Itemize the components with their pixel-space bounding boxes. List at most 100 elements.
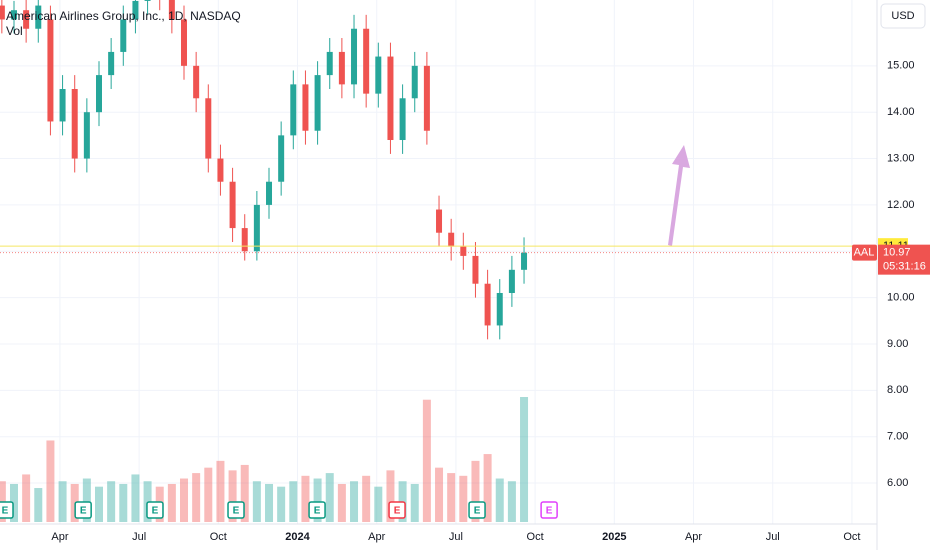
candle-body: [508, 269, 515, 293]
candle-body: [217, 158, 224, 182]
volume-bar: [422, 399, 431, 522]
volume-bar: [94, 486, 103, 522]
volume-bar: [435, 467, 444, 522]
x-tick-label: Apr: [51, 531, 68, 543]
volume-bar: [228, 470, 237, 522]
candle-body: [423, 65, 430, 131]
volume-bar: [410, 483, 419, 522]
volume-bar: [119, 483, 128, 522]
candle-body: [484, 283, 491, 326]
candle-body: [229, 181, 236, 229]
candle-body: [448, 232, 455, 247]
candle-body: [472, 255, 479, 284]
x-tick-label: Jul: [449, 531, 463, 543]
candle-body: [205, 98, 212, 159]
x-tick-label: Oct: [843, 531, 860, 543]
volume-bar: [337, 483, 346, 522]
volume-bar: [277, 486, 286, 522]
candle-body: [363, 28, 370, 94]
volume-bar: [289, 481, 298, 522]
volume-bar: [58, 481, 67, 522]
y-tick-label: 13.00: [887, 152, 915, 164]
volume-label: Vol: [6, 24, 23, 38]
candle-body: [83, 112, 90, 159]
candle-body: [278, 135, 285, 182]
x-tick-label: 2024: [285, 531, 310, 543]
volume-bar: [447, 473, 456, 522]
volume-bar: [22, 474, 31, 522]
candle-body: [436, 209, 443, 233]
volume-bar: [252, 481, 261, 522]
volume-bar: [167, 483, 176, 522]
earnings-label: E: [314, 506, 321, 517]
volume-bar: [240, 464, 249, 522]
x-tick-label: Oct: [210, 531, 227, 543]
candle-body: [351, 28, 358, 85]
x-tick-label: Jul: [132, 531, 146, 543]
volume-bar: [204, 467, 213, 522]
volume-bar: [46, 440, 55, 522]
x-tick-label: Oct: [527, 531, 544, 543]
volume-bar: [216, 460, 225, 522]
volume-bar: [362, 475, 371, 522]
volume-bar: [9, 483, 18, 522]
earnings-label: E: [394, 506, 401, 517]
candle-body: [521, 252, 528, 270]
y-tick-label: 7.00: [887, 431, 908, 443]
x-tick-label: 2025: [602, 531, 626, 543]
y-tick-label: 9.00: [887, 338, 908, 350]
volume-bar: [350, 481, 359, 522]
candle-body: [193, 65, 200, 99]
candle-body: [59, 89, 66, 122]
candle-body: [399, 98, 406, 141]
earnings-label: E: [546, 506, 553, 517]
volume-bar: [131, 474, 140, 522]
earnings-label: E: [80, 506, 87, 517]
volume-bar: [386, 470, 395, 522]
y-tick-label: 6.00: [887, 477, 908, 489]
candle-body: [144, 0, 151, 1]
earnings-marker: [308, 501, 326, 519]
candle-body: [496, 292, 503, 326]
x-tick-label: Jul: [766, 531, 780, 543]
y-tick-label: 10.00: [887, 292, 915, 304]
earnings-label: E: [152, 506, 159, 517]
currency[interactable]: USD: [891, 10, 914, 22]
symbol-label: AAL: [854, 247, 875, 259]
volume-bar: [471, 460, 480, 522]
candle-body: [120, 19, 127, 52]
candle-body: [387, 56, 394, 141]
volume-bar: [520, 397, 529, 522]
candle-body: [253, 204, 260, 252]
earnings-label: E: [2, 506, 9, 517]
volume-bar: [180, 478, 189, 522]
candle-body: [108, 51, 115, 76]
candle-body: [302, 84, 309, 131]
volume-bar: [107, 481, 116, 522]
arrow-drawing: [668, 145, 690, 246]
candle-body: [181, 19, 188, 66]
volume-bar: [459, 475, 468, 522]
candle-body: [241, 228, 248, 252]
volume-bar: [374, 486, 383, 522]
candle-body: [326, 51, 333, 76]
earnings-marker: [146, 501, 164, 519]
candle-body: [35, 5, 42, 29]
candle-body: [375, 56, 382, 94]
y-tick-label: 15.00: [887, 60, 915, 72]
earnings-marker: [468, 501, 486, 519]
earnings-label: E: [474, 506, 481, 517]
candle-body: [411, 65, 418, 99]
candle-body: [132, 0, 139, 20]
candle-body: [47, 19, 54, 122]
volume-bar: [483, 454, 492, 522]
candle-body: [10, 10, 17, 20]
volume-bar: [34, 488, 43, 522]
candle-body: [460, 246, 467, 256]
volume-bar: [192, 473, 201, 522]
y-tick-label: 8.00: [887, 384, 908, 396]
candle-body: [266, 181, 273, 205]
currency-button[interactable]: [880, 3, 926, 29]
